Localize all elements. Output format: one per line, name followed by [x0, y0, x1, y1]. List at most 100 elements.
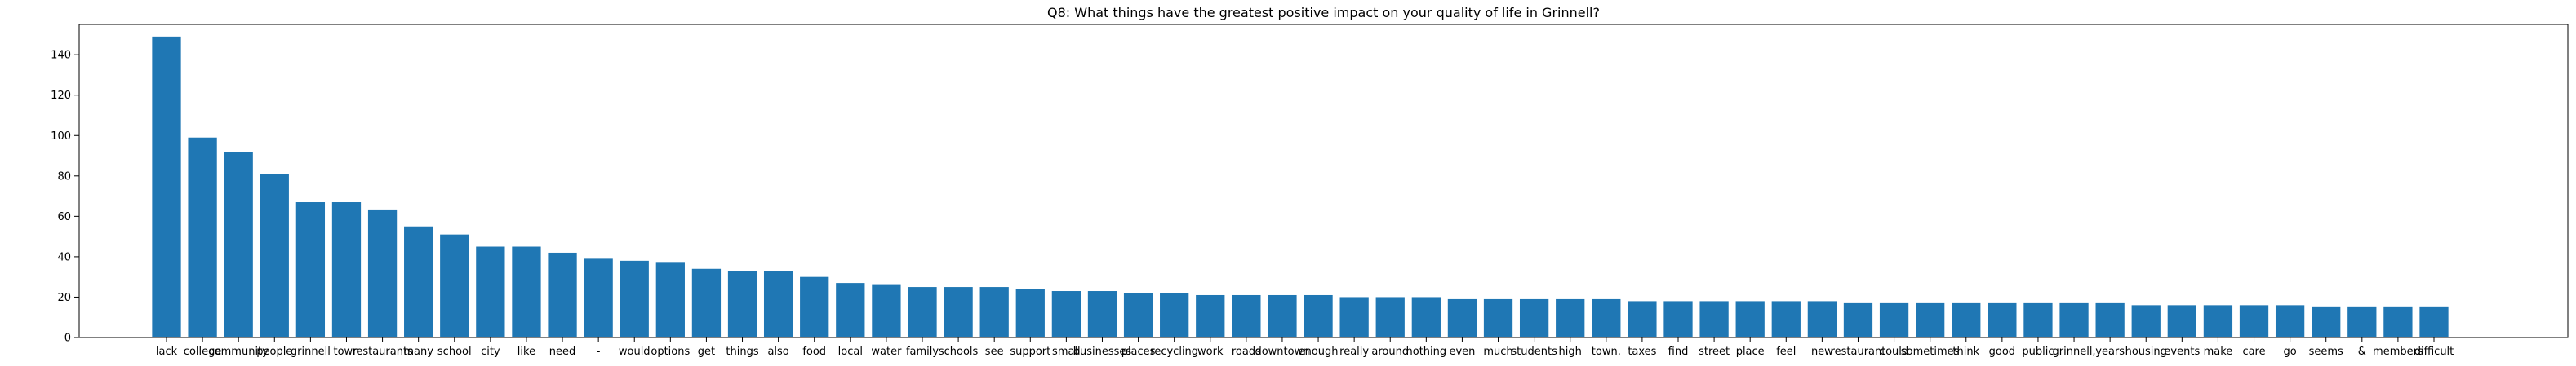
x-tick-label: town. — [1592, 346, 1621, 358]
bar-37 — [1483, 298, 1513, 337]
x-tick-label: also — [767, 346, 788, 358]
x-tick-label: options — [651, 346, 690, 358]
x-tick-label: businesses — [1073, 346, 1132, 358]
x-tick-label: many — [403, 346, 433, 358]
y-tick-label: 140 — [51, 50, 71, 62]
x-tick-label: enough — [1299, 346, 1339, 358]
bar-60 — [2312, 306, 2341, 337]
x-tick-label: years — [2095, 346, 2125, 358]
bar-31 — [1268, 294, 1297, 337]
bar-44 — [1735, 301, 1765, 337]
x-tick-label: food — [802, 346, 826, 358]
bar-6 — [367, 209, 398, 337]
y-tick-label: 20 — [57, 292, 71, 304]
bar-42 — [1663, 301, 1693, 337]
bar-34 — [1375, 297, 1405, 337]
bar-11 — [548, 252, 577, 337]
x-tick-label: family — [906, 346, 939, 358]
x-tick-label: could — [1880, 346, 1908, 358]
bar-50 — [1952, 302, 1981, 337]
bar-5 — [331, 202, 362, 337]
bar-18 — [800, 276, 829, 337]
x-tick-label: go — [2284, 346, 2297, 358]
x-tick-label: would — [619, 346, 651, 358]
x-tick-label: places — [1121, 346, 1156, 358]
bar-1 — [188, 137, 217, 337]
bar-12 — [584, 258, 613, 337]
x-tick-label: good — [1989, 346, 2015, 358]
bar-23 — [979, 287, 1009, 337]
y-tick-label: 60 — [57, 211, 71, 223]
x-tick-label: find — [1668, 346, 1689, 358]
x-tick-label: students — [1511, 346, 1557, 358]
bar-59 — [2275, 305, 2305, 337]
x-tick-label: small — [1052, 346, 1081, 358]
bar-24 — [1015, 289, 1045, 337]
bar-16 — [727, 271, 757, 337]
y-tick-label: 120 — [51, 90, 71, 102]
y-axis: 0 20 40 60 80 100 120 140 — [51, 50, 79, 345]
bar-15 — [691, 268, 722, 337]
bar-61 — [2347, 306, 2377, 337]
bar-35 — [1411, 297, 1441, 337]
x-tick-label: people — [256, 346, 292, 358]
x-tick-label: street — [1699, 346, 1730, 358]
x-tick-label: grinnell — [291, 346, 331, 358]
x-tick-label: high — [1559, 346, 1582, 358]
x-tick-label: make — [2204, 346, 2233, 358]
bar-0 — [152, 36, 181, 338]
x-tick-label: events — [2164, 346, 2200, 358]
bar-32 — [1304, 294, 1333, 337]
bar-14 — [655, 262, 685, 337]
bar-54 — [2095, 302, 2125, 337]
bar-51 — [1988, 302, 2017, 337]
bar-58 — [2239, 305, 2269, 337]
x-tick-label: even — [1449, 346, 1475, 358]
x-tick-label: care — [2242, 346, 2265, 358]
bar-55 — [2131, 305, 2161, 337]
x-tick-label: school — [437, 346, 472, 358]
x-tick-label: get — [698, 346, 715, 358]
x-tick-label: schools — [939, 346, 979, 358]
bar-63 — [2419, 306, 2449, 337]
bar-27 — [1123, 293, 1153, 337]
x-tick-label: local — [838, 346, 863, 358]
x-tick-label: college — [184, 346, 222, 358]
bar-4 — [295, 202, 326, 337]
bar-8 — [440, 234, 469, 337]
bar-28 — [1160, 293, 1189, 337]
bar-10 — [512, 246, 541, 337]
y-tick-label: 80 — [57, 170, 71, 183]
bar-48 — [1879, 302, 1909, 337]
x-tick-label: difficult — [2414, 346, 2454, 358]
bar-38 — [1519, 298, 1549, 337]
x-tick-label: support — [1010, 346, 1050, 358]
bar-62 — [2383, 306, 2413, 337]
bar-21 — [908, 287, 937, 337]
x-tick-label: lack — [156, 346, 178, 358]
x-tick-label: restaurant — [1831, 346, 1886, 358]
x-tick-label: see — [985, 346, 1004, 358]
x-tick-label: nothing — [1406, 346, 1447, 358]
bar-19 — [836, 283, 865, 337]
x-tick-label: city — [481, 346, 500, 358]
bar-46 — [1807, 301, 1837, 337]
bar-series — [152, 36, 2449, 338]
x-tick-label: & — [2358, 346, 2366, 358]
bar-40 — [1592, 298, 1621, 337]
bar-47 — [1843, 302, 1873, 337]
bar-2 — [224, 152, 253, 337]
x-tick-label: restaurants — [352, 346, 413, 358]
x-tick-label: feel — [1776, 346, 1796, 358]
bar-13 — [620, 260, 649, 337]
bar-33 — [1339, 297, 1369, 337]
bar-3 — [260, 174, 289, 337]
x-tick-label: town — [334, 346, 360, 358]
bar-49 — [1916, 302, 1945, 337]
bar-29 — [1196, 294, 1225, 337]
bar-53 — [2059, 302, 2089, 337]
y-tick-label: 0 — [64, 333, 71, 345]
bar-9 — [476, 246, 505, 337]
bar-43 — [1699, 301, 1729, 337]
